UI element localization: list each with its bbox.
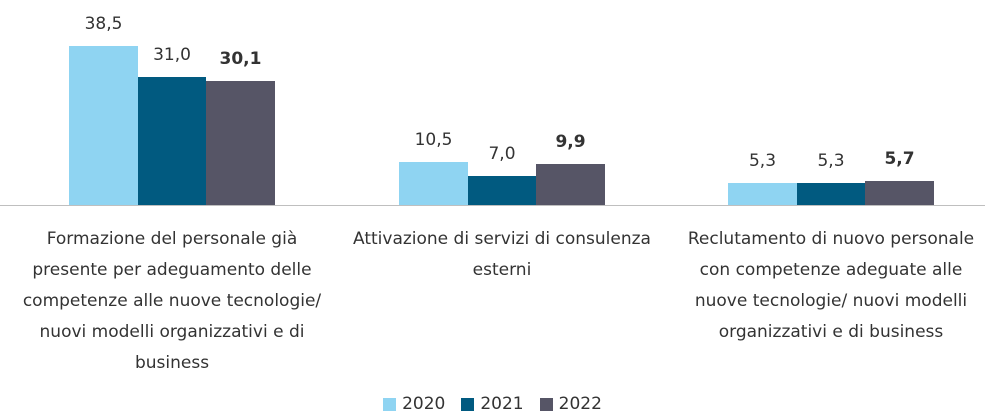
bar <box>728 183 797 205</box>
legend-item: 2022 <box>539 394 602 414</box>
category-label: Attivazione di servizi di consulenza est… <box>353 229 651 280</box>
legend-swatch <box>539 397 553 411</box>
bar <box>206 80 275 205</box>
bar <box>536 164 605 205</box>
value-label: 7,0 <box>488 144 516 165</box>
value-label: 5,3 <box>817 151 845 172</box>
baseline <box>0 205 985 206</box>
bar <box>399 161 468 205</box>
category-label: Reclutamento di nuovo personale con comp… <box>687 229 975 342</box>
bar <box>467 176 537 205</box>
bar <box>865 181 934 205</box>
legend-item: 2020 <box>383 394 445 414</box>
legend-label: 2022 <box>558 394 602 414</box>
legend-label: 2021 <box>480 394 524 414</box>
bar <box>796 183 866 205</box>
value-label: 5,7 <box>884 149 915 170</box>
legend: 2020 2021 2022 <box>0 394 985 414</box>
legend-swatch <box>461 397 475 411</box>
legend-item: 2021 <box>461 394 524 414</box>
bar <box>137 76 207 205</box>
value-label: 9,9 <box>555 132 586 153</box>
value-label: 30,1 <box>219 48 262 69</box>
value-label: 31,0 <box>153 44 191 65</box>
value-label: 5,3 <box>748 151 777 172</box>
legend-swatch <box>383 397 397 411</box>
value-label: 10,5 <box>414 129 453 150</box>
bar <box>69 45 138 205</box>
category-label: Formazione del personale già presente pe… <box>22 229 322 373</box>
legend-label: 2020 <box>402 394 446 414</box>
value-label: 38,5 <box>84 13 123 34</box>
